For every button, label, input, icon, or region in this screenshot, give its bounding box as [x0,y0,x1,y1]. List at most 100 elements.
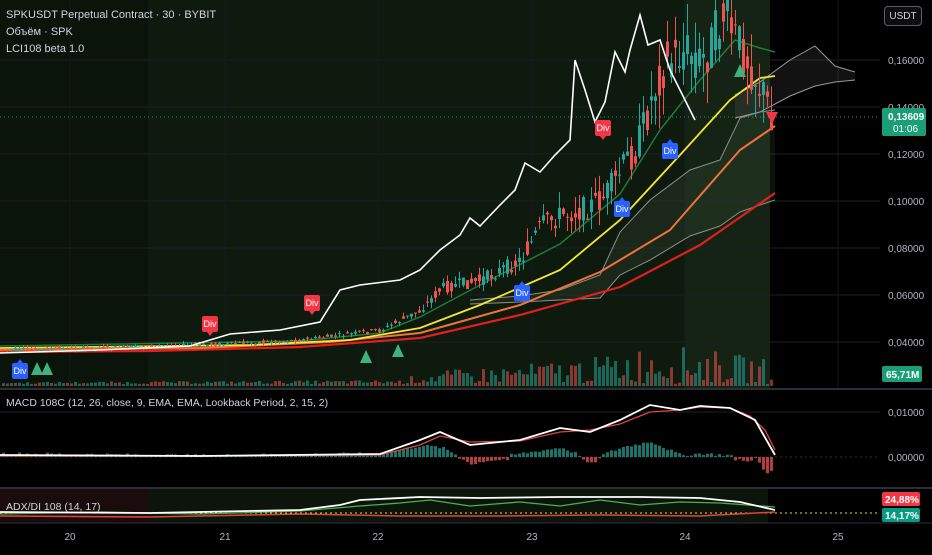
volume-bar [454,369,457,386]
volume-bar [582,383,585,386]
div-pointer [600,136,606,140]
price-tick-label: 0,10000 [888,197,925,208]
macd-histogram-bar [558,448,561,457]
volume-bar [410,376,413,386]
candle-body [718,38,721,50]
candles [2,0,773,353]
candle-body [510,269,513,273]
bearish-div-label: Div [202,316,218,336]
volume-bar [218,381,221,386]
candle-body [538,221,541,223]
pane-separator[interactable] [0,388,932,390]
candle-body [434,291,437,298]
macd-histogram-bar [702,455,705,457]
candle-body [650,96,653,101]
candle-body [302,339,305,342]
candle-body [754,85,757,88]
div-pointer [519,281,525,285]
volume-bar [118,382,121,386]
volume-bar [686,370,689,386]
volume-bar [606,356,609,386]
volume-bar [150,382,153,386]
volume-value-background [882,366,922,382]
volume-bar [430,377,433,386]
candle-body [758,93,761,96]
volume-bar [286,383,289,386]
volume-bar [14,382,17,386]
candle-body [62,348,65,351]
volume-bar [138,383,141,386]
volume-bar [122,383,125,386]
macd-main-line [0,404,776,457]
volume-bar [614,360,617,386]
macd-histogram-bar [718,454,721,457]
yellow-moving-average [0,75,776,349]
adx-title: ADX/DI 108 (14, 17) [6,501,101,513]
volume-legend: Объём · SPK [6,26,73,38]
macd-histogram-bar [382,453,385,457]
volume-bar [558,365,561,386]
candle-body [678,66,681,68]
currency-button[interactable]: USDT [884,6,922,26]
volume-bar [62,383,65,386]
volume-bar [154,381,157,386]
macd-histogram-bar [622,447,625,457]
macd-histogram-bar [598,457,601,459]
macd-histogram-bar [666,450,669,457]
volume-bar [482,369,485,386]
candle-body [326,334,329,337]
volume-bar [74,381,77,386]
volume-bar [622,375,625,386]
macd-histogram-bar [678,453,681,457]
macd-histogram-bar [502,457,505,459]
candle-body [138,346,141,348]
div-pointer [667,139,673,143]
candle-body [622,154,625,160]
candle-body [158,345,161,347]
div-badge [202,316,218,332]
volume-bar [730,378,733,386]
candle-body [702,53,705,58]
macd-histogram-bar [390,450,393,457]
session-shade [0,0,148,388]
candle-body [522,260,525,263]
div-label-text: Div [14,366,27,376]
candle-body [514,260,517,267]
volume-bar [494,375,497,386]
volume-bar [258,381,261,386]
volume-bar [446,370,449,386]
candle-body [198,343,201,346]
candle-body [546,212,549,215]
pane-separator[interactable] [0,487,932,489]
macd-histogram-bar [698,453,701,457]
candle-body [54,347,57,349]
macd-histogram-bar [582,457,585,460]
candle-body [386,325,389,327]
candle-body [50,348,53,350]
adx-value-2: 14,17% [885,511,919,522]
macd-histogram-bar [606,452,609,457]
volume-bar [142,383,145,386]
candle-body [682,52,685,70]
macd-histogram-bar [474,457,477,465]
candle-body [726,0,729,12]
macd-histogram-bar [758,457,761,463]
candle-body [370,329,373,331]
candle-body [266,340,269,342]
macd-histogram-bar [746,457,749,462]
white-oscillator-line [0,11,696,354]
volume-bar [346,383,349,386]
volume-bar [634,381,637,386]
macd-histogram-bar [554,448,557,457]
volume-bar [266,383,269,386]
candle-body [238,341,241,343]
band-upper-line [469,109,776,301]
volume-bar [674,383,677,386]
volume-bar [226,383,229,386]
volume-bar [298,380,301,386]
macd-tick-label: 0,00000 [888,453,925,464]
macd-histogram-bar [574,451,577,457]
volume-bar [174,383,177,386]
